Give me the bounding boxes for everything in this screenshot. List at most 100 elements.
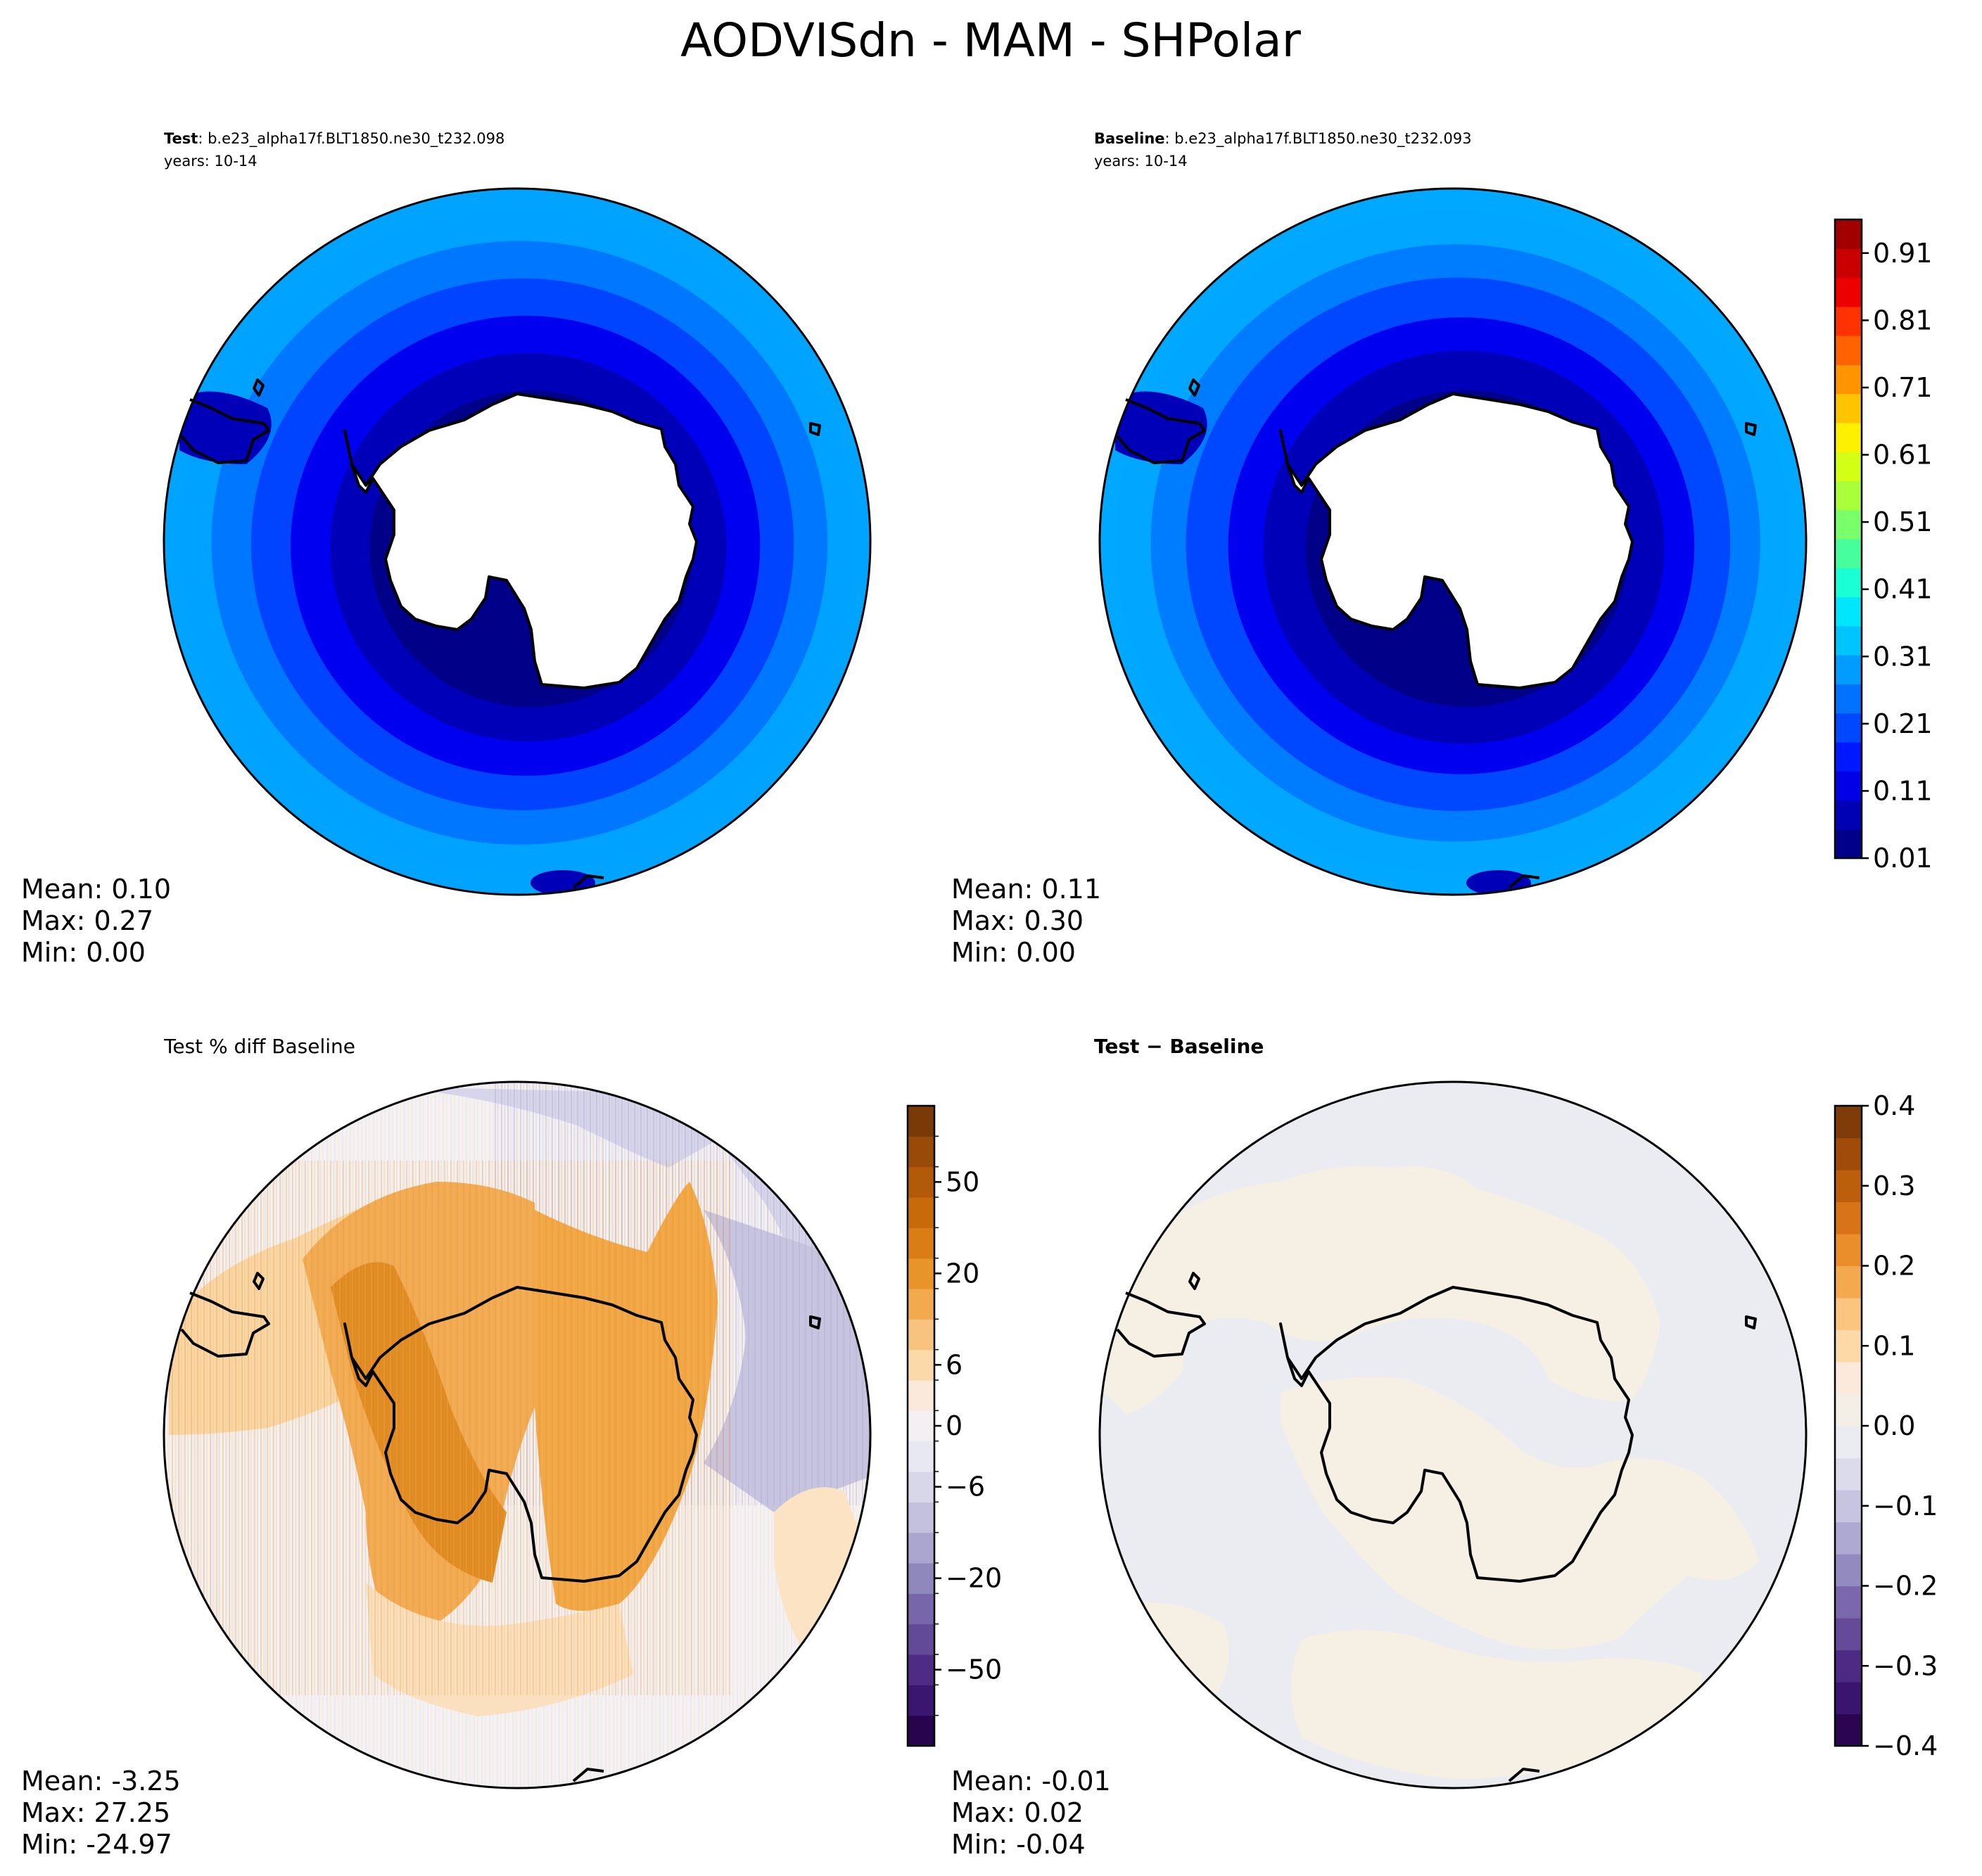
stat-max: Max: 27.25 (21, 1797, 170, 1828)
stat-min: Min: -0.04 (951, 1829, 1086, 1860)
map-abs-coastlines (1116, 1272, 1757, 1782)
map-test-sa-shade (179, 391, 272, 464)
colorbar-tick-label: −0.3 (1873, 1650, 1938, 1681)
colorbar-tick-label: −20 (946, 1563, 1002, 1594)
colorbar-block (1835, 1650, 1862, 1683)
colorbar-block (908, 1136, 934, 1168)
colorbar-block (1835, 1137, 1862, 1170)
colorbar-block (908, 1685, 934, 1716)
colorbar-block (908, 1563, 934, 1594)
stat-mean: Mean: 0.11 (951, 874, 1101, 905)
colorbar-tick-label: 0.81 (1873, 305, 1933, 336)
panel-pct-diff: Test % diff Baseline Mean: -3.25 Max: (21, 1035, 1002, 1860)
stat-max: Max: 0.27 (21, 905, 153, 936)
colorbar-block (1835, 771, 1862, 801)
map-pct-diff (164, 1082, 870, 1788)
colorbar-block (1835, 539, 1862, 568)
colorbar-block (1835, 1457, 1862, 1491)
colorbar-block (908, 1623, 934, 1655)
colorbar-block (908, 1197, 934, 1228)
colorbar-block (1835, 219, 1862, 249)
colorbar-tick-label: 0 (946, 1410, 963, 1441)
map-pct-coastlines (180, 1272, 821, 1782)
colorbar-tick-label: 0.71 (1873, 372, 1933, 403)
panel-baseline-label-bold: Baseline (1094, 130, 1165, 147)
map-test-coastlines (180, 378, 821, 889)
map-test-island-left (253, 378, 265, 397)
colorbar-tick-label: 0.01 (1873, 843, 1933, 874)
panel-abs-diff: Test − Baseline Mean: -0.01 Max: 0.02 Mi… (951, 1035, 1938, 1860)
panel-baseline-stats: Mean: 0.11 Max: 0.30 Min: 0.00 (951, 874, 1101, 968)
map-abs-island-right (1745, 1315, 1757, 1329)
colorbar-tick-label: −50 (946, 1654, 1002, 1685)
colorbar-tick-label: 0.11 (1873, 775, 1933, 806)
map-test-bottom-coast (572, 874, 604, 889)
colorbar-block (1835, 741, 1862, 772)
colorbar-block (1835, 1618, 1862, 1651)
colorbar-block (908, 1258, 934, 1289)
colorbar-tick-label: 20 (946, 1258, 979, 1289)
map-pct-antarctica (343, 1286, 698, 1583)
map-baseline-island-left (1188, 378, 1200, 397)
map-abs-antarctica (1279, 1286, 1634, 1583)
map-baseline-coastlines (1116, 378, 1757, 889)
map-pct-boundary (163, 1080, 872, 1789)
colorbar-block (1835, 336, 1862, 365)
colorbar-block (1835, 684, 1862, 714)
colorbar-tick-label: 6 (946, 1349, 963, 1380)
colorbar-pct-diff: 50 20 6 0 −6 −20 −50 (906, 1104, 1002, 1747)
stat-min: Min: 0.00 (951, 937, 1076, 968)
colorbar-block (908, 1166, 934, 1198)
colorbar-block (1835, 713, 1862, 743)
colorbar-tick-label: −0.1 (1873, 1491, 1938, 1521)
panel-test-label-case: : b.e23_alpha17f.BLT1850.ne30_t232.098 (198, 130, 504, 148)
map-abs-positive-mid (1281, 1377, 1759, 1650)
colorbar-block (1835, 364, 1862, 395)
colorbar-tick-label: 0.21 (1873, 708, 1933, 739)
figure-title: AODVISdn - MAM - SHPolar (680, 13, 1302, 68)
panel-abs-diff-label: Test − Baseline (1094, 1035, 1264, 1058)
colorbar-block (908, 1106, 934, 1137)
colorbar-block (1835, 829, 1862, 859)
colorbar-block (1835, 422, 1862, 452)
colorbar-block (1835, 1490, 1862, 1523)
map-baseline-antarctica (1279, 393, 1634, 689)
map-test-boundary (163, 187, 872, 896)
panel-test-label: Test: b.e23_alpha17f.BLT1850.ne30_t232.0… (164, 130, 504, 148)
colorbar-block (1835, 1554, 1862, 1587)
colorbar-block (1835, 1201, 1862, 1234)
stat-mean: Mean: 0.10 (21, 874, 171, 905)
colorbar-tick-label: 0.51 (1873, 506, 1933, 537)
colorbar-block (1835, 248, 1862, 279)
colorbar-block (1835, 655, 1862, 684)
colorbar-tick-label: 0.1 (1873, 1330, 1915, 1361)
colorbar-block (908, 1227, 934, 1259)
colorbar-block (1835, 1106, 1862, 1139)
colorbar-block (1835, 1521, 1862, 1555)
panel-baseline-years: years: 10-14 (1094, 153, 1188, 170)
colorbar-block (1835, 452, 1862, 482)
colorbar-block (1835, 596, 1862, 627)
stat-min: Min: 0.00 (21, 937, 146, 968)
map-baseline-island-right (1745, 422, 1757, 436)
panel-abs-stats: Mean: -0.01 Max: 0.02 Min: -0.04 (951, 1766, 1111, 1860)
colorbar-block (908, 1441, 934, 1472)
map-abs-positive-top (1140, 1166, 1660, 1401)
colorbar-block (1835, 1426, 1862, 1459)
colorbar-block (908, 1380, 934, 1411)
colorbar-block (1835, 1682, 1862, 1715)
map-abs-positive-bottom (1291, 1630, 1703, 1780)
colorbar-block (1835, 1329, 1862, 1363)
map-test-south-america (180, 398, 270, 464)
stat-mean: Mean: -3.25 (21, 1766, 181, 1797)
stat-min: Min: -24.97 (21, 1829, 172, 1860)
colorbar-block (908, 1715, 934, 1747)
stat-max: Max: 0.02 (951, 1797, 1084, 1828)
colorbar-tick-label: 0.2 (1873, 1251, 1915, 1282)
colorbar-abs-diff: 0.4 0.3 0.2 0.1 0.0 −0.1 −0.2 −0.3 −0.4 (1834, 1090, 1938, 1761)
colorbar-block (1835, 1170, 1862, 1203)
colorbar-block (1835, 800, 1862, 830)
colorbar-block (908, 1349, 934, 1381)
colorbar-block (1835, 1298, 1862, 1331)
map-abs-boundary (1098, 1080, 1808, 1789)
